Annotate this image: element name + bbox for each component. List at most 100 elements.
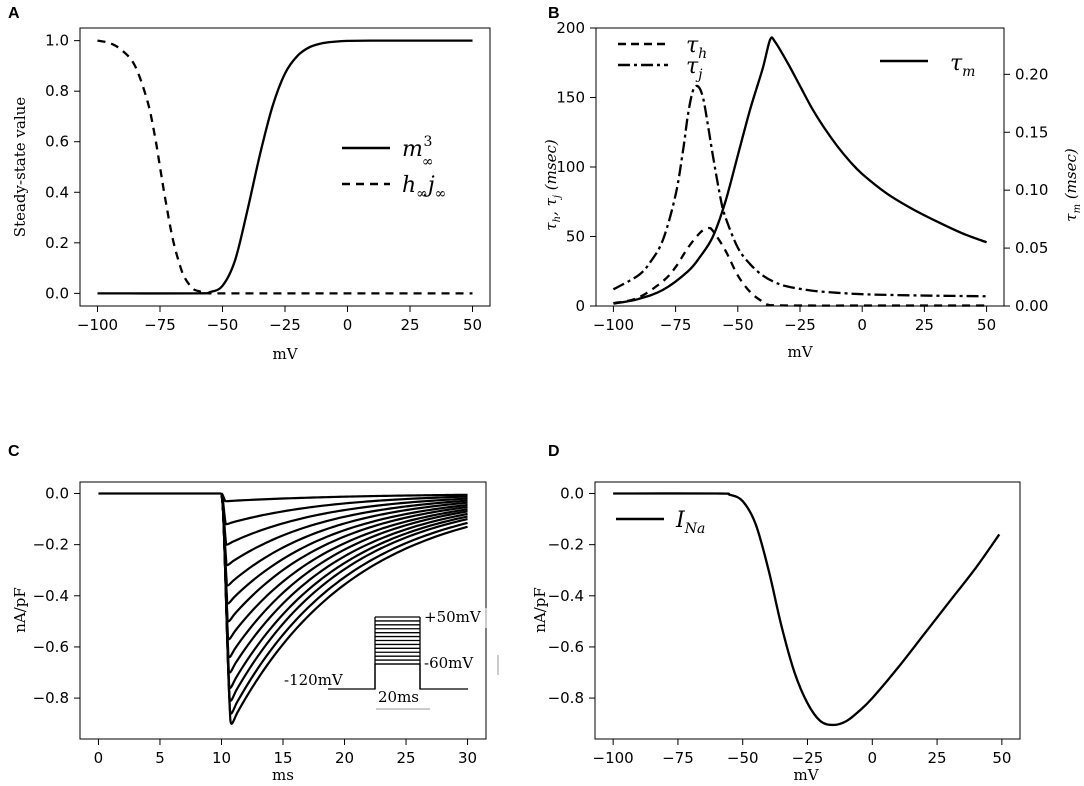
x-tick-label: −100 bbox=[77, 316, 118, 334]
legend-i-na: INa bbox=[675, 508, 705, 537]
y-tick-label: 0.2 bbox=[45, 234, 69, 252]
panel-d-y-ticks: 0.0 −0.2 −0.4 −0.6 −0.8 bbox=[548, 485, 595, 707]
x-tick-label: 0 bbox=[868, 749, 878, 767]
y-tick-label: −0.8 bbox=[33, 689, 69, 707]
series-line bbox=[97, 39, 473, 295]
panel-a-lines bbox=[97, 39, 473, 295]
panel-b-x-ticks: −100 −75 −50 −25 0 25 50 bbox=[593, 306, 996, 334]
x-tick-label: 20 bbox=[335, 749, 354, 767]
series-line bbox=[613, 36, 987, 305]
y-tick-label: −0.6 bbox=[33, 638, 69, 656]
panel-a-label: A bbox=[8, 5, 20, 22]
panel-c-x-ticks: 0 5 10 15 20 25 30 bbox=[94, 739, 477, 767]
panel-a-legend: m∞3 h∞j∞ bbox=[342, 134, 446, 202]
y-tick-label: 0.6 bbox=[45, 133, 69, 151]
panel-d-x-axis-label: mV bbox=[793, 766, 819, 784]
current-trace bbox=[220, 493, 468, 725]
x-tick-label: 25 bbox=[396, 749, 415, 767]
y-tick-label: 1.0 bbox=[45, 32, 69, 50]
panel-b-left-y-axis-label: τh, τj (msec) bbox=[542, 139, 563, 231]
x-tick-label: −100 bbox=[593, 316, 634, 334]
panel-b-legend-right: τm bbox=[880, 51, 975, 80]
panel-d: D −100 −75 −50 −25 0 25 50 0.0 −0.2 −0.4 −0.6 −0.8… bbox=[531, 443, 1021, 784]
right-y-tick-label: 0.05 bbox=[1015, 239, 1048, 257]
x-tick-label: 15 bbox=[273, 749, 292, 767]
x-tick-label: −50 bbox=[727, 749, 759, 767]
y-tick-label: 200 bbox=[556, 19, 585, 37]
panel-b-y-ticks: 0 50 100 150 200 bbox=[556, 19, 596, 315]
x-tick-label: 50 bbox=[977, 316, 996, 334]
panel-a-y-ticks: 0.0 0.2 0.4 0.6 0.8 1.0 bbox=[45, 32, 80, 302]
panel-b-right-y-ticks: 0.00 0.05 0.10 0.15 0.20 bbox=[1004, 65, 1048, 315]
current-trace bbox=[220, 493, 468, 659]
panel-b-label: B bbox=[548, 5, 560, 22]
x-tick-label: 0 bbox=[343, 316, 353, 334]
legend-m-inf-cubed: m∞3 bbox=[402, 134, 434, 170]
panel-c-y-axis-label: nA/pF bbox=[11, 587, 29, 633]
x-tick-label: −50 bbox=[722, 316, 754, 334]
x-tick-label: −50 bbox=[207, 316, 239, 334]
x-tick-label: 30 bbox=[458, 749, 477, 767]
series-line bbox=[97, 39, 473, 295]
panel-b-lines bbox=[612, 36, 987, 307]
panel-c-inset: +50mV -60mV -120mV 20ms bbox=[284, 608, 499, 710]
inset-voltage-steps bbox=[375, 616, 420, 665]
panel-a-y-axis-label: Steady-state value bbox=[11, 97, 29, 237]
x-tick-label: −75 bbox=[660, 316, 692, 334]
inset-label-plus-50mv: +50mV bbox=[424, 608, 482, 626]
panel-d-label: D bbox=[548, 443, 560, 460]
right-y-tick-label: 0.10 bbox=[1015, 181, 1048, 199]
series-line bbox=[613, 226, 987, 307]
y-tick-label: 0.8 bbox=[45, 82, 69, 100]
panel-d-legend: INa bbox=[616, 508, 705, 537]
x-tick-label: −75 bbox=[144, 316, 176, 334]
panel-c: C 0 5 10 15 20 25 30 0.0 −0.2 −0.4 −0.6 −0.8 ms nA… bbox=[8, 443, 499, 784]
panel-a: A −100 −75 −50 −25 0 25 50 0.00.20.40.60.81.0 … bbox=[8, 5, 491, 363]
panel-c-lines bbox=[98, 492, 468, 725]
y-tick-label: −0.8 bbox=[548, 689, 584, 707]
x-tick-label: −100 bbox=[593, 749, 634, 767]
y-tick-label: −0.6 bbox=[548, 638, 584, 656]
y-tick-label: 0.4 bbox=[45, 183, 69, 201]
panel-c-x-axis-label: ms bbox=[272, 766, 294, 784]
x-tick-label: 25 bbox=[928, 749, 947, 767]
x-tick-label: 50 bbox=[992, 749, 1011, 767]
current-trace bbox=[220, 493, 468, 623]
x-tick-label: 0 bbox=[857, 316, 867, 334]
x-tick-label: −75 bbox=[662, 749, 694, 767]
y-tick-label: −0.4 bbox=[33, 587, 69, 605]
x-tick-label: −25 bbox=[792, 749, 824, 767]
current-trace bbox=[220, 493, 468, 546]
y-tick-label: 0.0 bbox=[45, 284, 69, 302]
current-trace bbox=[220, 493, 468, 689]
y-tick-label: −0.2 bbox=[548, 536, 584, 554]
current-trace bbox=[220, 493, 468, 526]
panel-d-frame bbox=[594, 481, 1021, 740]
x-tick-label: −25 bbox=[269, 316, 301, 334]
right-y-tick-label: 0.15 bbox=[1015, 123, 1048, 141]
current-trace bbox=[220, 493, 468, 715]
y-tick-label: −0.4 bbox=[548, 587, 584, 605]
current-trace bbox=[220, 493, 468, 587]
current-trace bbox=[220, 493, 468, 605]
y-tick-label: 0 bbox=[575, 297, 585, 315]
panel-b-right-y-axis-label: τm (msec) bbox=[1062, 148, 1083, 222]
legend-h-inf-j-inf: h∞j∞ bbox=[402, 173, 446, 202]
current-trace bbox=[220, 492, 468, 503]
x-tick-label: 50 bbox=[463, 316, 482, 334]
panel-a-x-axis-label: mV bbox=[272, 345, 298, 363]
current-trace bbox=[220, 493, 468, 641]
panel-a-x-ticks: −100 −75 −50 −25 0 25 50 bbox=[77, 306, 482, 334]
inset-label-minus-120mv: -120mV bbox=[284, 671, 344, 689]
series-line bbox=[612, 84, 987, 298]
x-tick-label: 10 bbox=[212, 749, 231, 767]
panel-d-x-ticks: −100 −75 −50 −25 0 25 50 bbox=[593, 739, 1011, 767]
current-trace bbox=[220, 493, 468, 567]
x-tick-label: 5 bbox=[155, 749, 165, 767]
y-tick-label: 0.0 bbox=[560, 485, 584, 503]
legend-tau-m: τm bbox=[950, 51, 975, 80]
right-y-tick-label: 0.00 bbox=[1015, 297, 1048, 315]
right-y-tick-label: 0.20 bbox=[1015, 65, 1048, 83]
